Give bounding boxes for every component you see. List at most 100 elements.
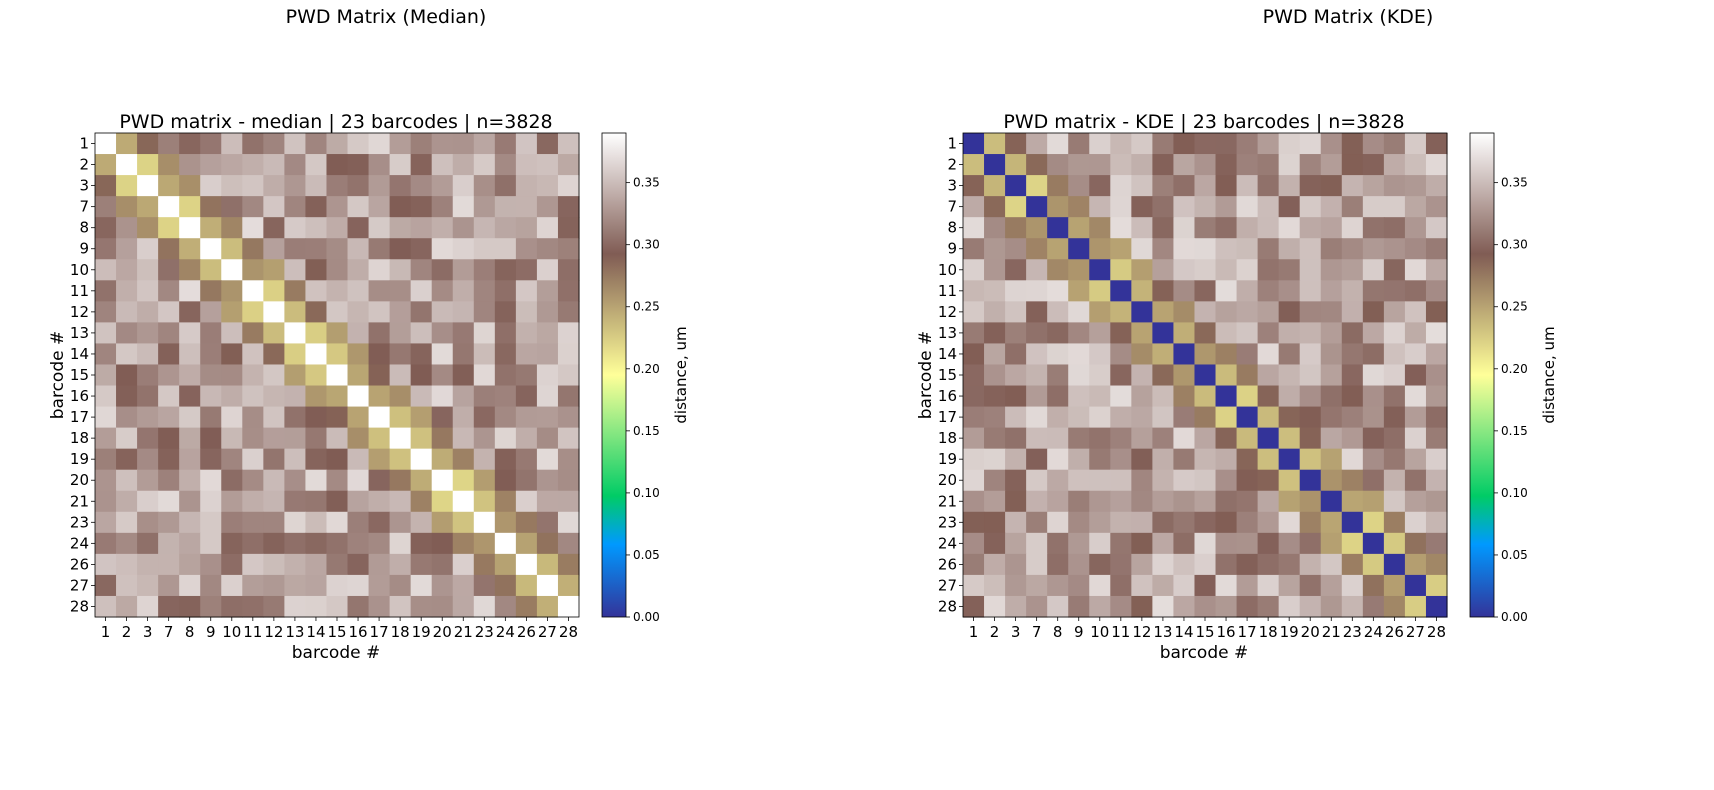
heatmap-cell <box>368 448 391 471</box>
x-tick-label: 8 <box>185 623 195 641</box>
heatmap-cell <box>1089 490 1111 513</box>
y-tick-label: 12 <box>70 303 89 321</box>
heatmap-cell <box>473 595 496 618</box>
heatmap-cell <box>179 343 201 366</box>
heatmap-cell <box>116 364 138 387</box>
heatmap-cell <box>158 553 180 576</box>
heatmap-cell <box>263 343 285 366</box>
colorbar-tick-label: 0.25 <box>633 300 660 314</box>
heatmap-cell <box>494 595 517 618</box>
heatmap-cell <box>116 133 138 155</box>
heatmap-cell <box>95 133 117 155</box>
heatmap-cell <box>1110 595 1132 618</box>
heatmap-cell <box>263 553 285 576</box>
heatmap-cell <box>1089 595 1111 618</box>
heatmap-cell <box>221 595 243 618</box>
heatmap-cell <box>1026 574 1048 597</box>
heatmap-cell <box>452 427 475 450</box>
heatmap-cell <box>1068 490 1090 513</box>
heatmap-cell <box>1362 448 1385 471</box>
heatmap-cell <box>1257 490 1280 513</box>
heatmap-cell <box>1341 322 1364 345</box>
heatmap-panel-1: 1122337788991010111112121313141415151616… <box>916 111 1558 663</box>
heatmap-cell <box>1047 280 1069 302</box>
heatmap-cell <box>515 406 538 429</box>
heatmap-cell <box>347 133 370 155</box>
x-tick-label: 17 <box>1238 623 1257 641</box>
heatmap-cell <box>1215 175 1238 197</box>
heatmap-cell <box>494 259 517 281</box>
heatmap-cell <box>305 238 328 260</box>
heatmap-cell <box>1173 238 1196 260</box>
heatmap-cell <box>1362 532 1385 555</box>
heatmap-cell <box>1110 469 1132 492</box>
x-tick-label: 20 <box>433 623 452 641</box>
heatmap-cell <box>347 385 370 408</box>
heatmap-cell <box>1110 553 1132 576</box>
heatmap-cell <box>410 301 433 323</box>
heatmap-cell <box>1068 574 1090 597</box>
heatmap-cell <box>1257 595 1280 618</box>
heatmap-cell <box>557 175 580 197</box>
heatmap-cell <box>1278 175 1301 197</box>
colorbar-tick-label: 0.05 <box>1501 548 1528 562</box>
heatmap-cell <box>221 238 243 260</box>
heatmap-cell <box>1236 511 1259 534</box>
x-axis-label: barcode # <box>292 643 380 663</box>
heatmap-cell <box>1425 133 1448 155</box>
x-tick-label: 1 <box>969 623 979 641</box>
heatmap-cell <box>1320 322 1343 345</box>
heatmap-cell <box>494 427 517 450</box>
heatmap-cell <box>116 343 138 366</box>
heatmap-cell <box>963 154 985 176</box>
heatmap-cell <box>1131 280 1153 302</box>
heatmap-cell <box>305 469 328 492</box>
heatmap-cell <box>1131 364 1153 387</box>
heatmap-cell <box>557 259 580 281</box>
x-tick-label: 20 <box>1301 623 1320 641</box>
heatmap-cell <box>200 154 222 176</box>
heatmap-cell <box>1341 406 1364 429</box>
heatmap-cell <box>305 553 328 576</box>
heatmap-cell <box>1383 595 1406 618</box>
heatmap-cell <box>137 133 159 155</box>
heatmap-cell <box>1257 217 1280 239</box>
heatmap-cell <box>1026 427 1048 450</box>
heatmap-cell <box>1404 238 1427 260</box>
heatmap-cell <box>242 532 264 555</box>
heatmap-cell <box>473 238 496 260</box>
heatmap-cell <box>1404 217 1427 239</box>
heatmap-cell <box>431 511 454 534</box>
colorbar-label: distance, um <box>1540 326 1558 423</box>
y-tick-label: 9 <box>79 240 89 258</box>
heatmap-cell <box>179 280 201 302</box>
colorbar-label: distance, um <box>672 326 690 423</box>
heatmap-cell <box>326 385 349 408</box>
heatmap-cell <box>1089 364 1111 387</box>
heatmap-cell <box>1257 574 1280 597</box>
heatmap-cell <box>1341 511 1364 534</box>
y-axis-label: barcode # <box>916 331 936 419</box>
heatmap-cell <box>557 196 580 218</box>
heatmap-cell <box>473 364 496 387</box>
heatmap-cell <box>515 511 538 534</box>
heatmap-cell <box>1215 343 1238 366</box>
heatmap-cell <box>1173 343 1196 366</box>
heatmap-cell <box>431 427 454 450</box>
heatmap-cell <box>1005 259 1027 281</box>
heatmap-cell <box>1425 511 1448 534</box>
heatmap-cell <box>263 574 285 597</box>
heatmap-cell <box>1236 259 1259 281</box>
heatmap-cell <box>1173 217 1196 239</box>
heatmap-cell <box>1257 280 1280 302</box>
heatmap-cell <box>368 280 391 302</box>
heatmap-cell <box>984 595 1006 618</box>
heatmap-cell <box>1173 553 1196 576</box>
heatmap-cell <box>984 301 1006 323</box>
heatmap-cell <box>1257 427 1280 450</box>
heatmap-cell <box>1152 448 1175 471</box>
heatmap-cell <box>200 301 222 323</box>
heatmap-cell <box>242 343 264 366</box>
heatmap-cell <box>1005 343 1027 366</box>
heatmap-cell <box>389 364 412 387</box>
